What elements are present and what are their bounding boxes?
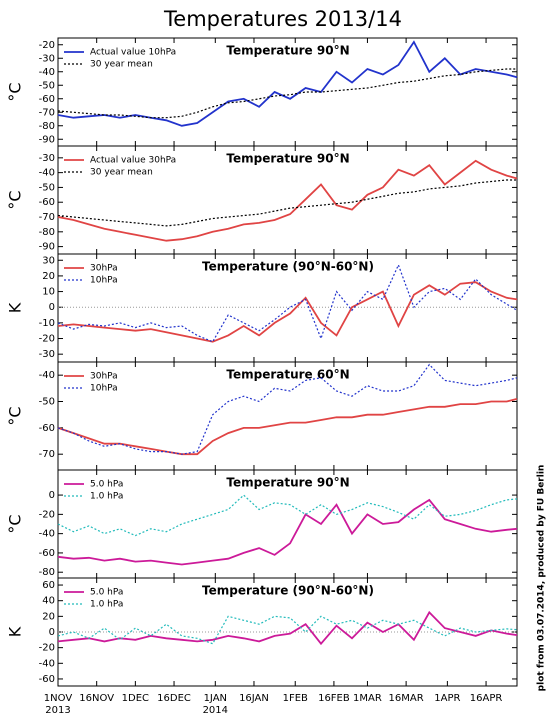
y-tick-label: -20 — [39, 643, 55, 654]
x-tick-label: 16JAN — [239, 693, 269, 704]
y-tick-label: -40 — [39, 168, 55, 179]
series-line — [57, 179, 517, 227]
panel-title: Temperature (90°N-60°N) — [202, 584, 374, 598]
y-tick-label: -60 — [39, 197, 55, 208]
y-axis-label: °C — [6, 190, 25, 209]
y-tick-label: -10 — [39, 318, 55, 329]
series-line — [57, 363, 518, 455]
series-line — [57, 398, 518, 456]
x-tick-label: 1DEC — [122, 693, 149, 704]
x-tick-label: 16APR — [470, 693, 503, 704]
x-tick-label: 1JAN — [204, 693, 227, 704]
y-tick-label: -90 — [39, 134, 55, 145]
x-tick-label: 16DEC — [157, 693, 191, 704]
y-tick-label: -60 — [39, 548, 55, 559]
y-tick-label: 40 — [42, 596, 55, 607]
y-tick-label: -60 — [39, 674, 55, 685]
legend-label: 5.0 hPa — [90, 480, 123, 490]
y-tick-label: -60 — [39, 94, 55, 105]
y-tick-label: -20 — [39, 334, 55, 345]
legend-label: 10hPa — [90, 276, 118, 286]
year-label: 2014 — [203, 705, 228, 716]
y-tick-label: -50 — [39, 80, 55, 91]
y-tick-label: -40 — [39, 658, 55, 669]
x-tick-label: 16NOV — [79, 693, 114, 704]
legend-label: Actual value 10hPa — [90, 48, 176, 58]
year-label: 2013 — [45, 705, 70, 716]
legend-label: 10hPa — [90, 384, 118, 394]
y-tick-label: -60 — [39, 423, 55, 434]
panel-title: Temperature 90°N — [226, 476, 349, 490]
y-axis-label: °C — [6, 406, 25, 425]
series-line — [57, 498, 518, 566]
y-tick-label: -70 — [39, 449, 55, 460]
x-tick-label: 16FEB — [318, 693, 350, 704]
page-title: Temperatures 2013/14 — [163, 7, 402, 31]
series-line — [57, 263, 518, 343]
legend-label: 5.0 hPa — [90, 588, 123, 598]
legend-label: 1.0 hPa — [90, 600, 123, 610]
y-tick-label: -30 — [39, 349, 55, 360]
series-line — [57, 494, 518, 537]
y-tick-label: 20 — [42, 611, 55, 622]
y-tick-label: -70 — [39, 107, 55, 118]
y-tick-label: -20 — [39, 509, 55, 520]
panel-title: Temperature 60°N — [226, 368, 349, 382]
y-tick-label: 0 — [49, 302, 55, 313]
x-tick-label: 1APR — [434, 693, 460, 704]
series-line — [57, 610, 518, 646]
y-tick-label: -80 — [39, 567, 55, 578]
series-line — [57, 68, 517, 119]
y-tick-label: -40 — [39, 370, 55, 381]
y-axis-label: K — [6, 626, 25, 637]
y-tick-label: 60 — [42, 580, 55, 591]
x-tick-label: 16MAR — [389, 693, 424, 704]
y-tick-label: -20 — [39, 40, 55, 51]
y-tick-label: -90 — [39, 242, 55, 253]
x-tick-label: 1FEB — [283, 693, 308, 704]
series-line — [57, 281, 518, 343]
series-line — [57, 40, 518, 127]
y-tick-label: -40 — [39, 67, 55, 78]
x-tick-label: 1MAR — [353, 693, 382, 704]
series-line — [57, 159, 518, 242]
legend-label: 30hPa — [90, 264, 118, 274]
x-tick-label: 1NOV — [44, 693, 73, 704]
y-axis-label: °C — [6, 82, 25, 101]
panel-title: Temperature 90°N — [226, 44, 349, 58]
panel-title: Temperature (90°N-60°N) — [202, 260, 374, 274]
y-tick-label: -80 — [39, 121, 55, 132]
legend-label: 30 year mean — [90, 168, 153, 178]
legend-label: 30 year mean — [90, 60, 153, 70]
y-tick-label: -50 — [39, 397, 55, 408]
y-axis-label: °C — [6, 514, 25, 533]
y-tick-label: 10 — [42, 287, 55, 298]
y-tick-label: 0 — [49, 627, 55, 638]
y-tick-label: -30 — [39, 53, 55, 64]
y-tick-label: -80 — [39, 227, 55, 238]
y-tick-label: -40 — [39, 529, 55, 540]
y-tick-label: -50 — [39, 182, 55, 193]
footnote: plot from 03.07.2014, produced by FU Ber… — [537, 465, 547, 692]
legend-label: 30hPa — [90, 372, 118, 382]
y-axis-label: K — [6, 302, 25, 313]
y-tick-label: 0 — [49, 490, 55, 501]
panel-title: Temperature 90°N — [226, 152, 349, 166]
y-tick-label: 20 — [42, 271, 55, 282]
legend-label: Actual value 30hPa — [90, 156, 176, 166]
y-tick-label: 30 — [42, 255, 55, 266]
y-tick-label: -30 — [39, 153, 55, 164]
legend-label: 1.0 hPa — [90, 492, 123, 502]
y-tick-label: -70 — [39, 212, 55, 223]
